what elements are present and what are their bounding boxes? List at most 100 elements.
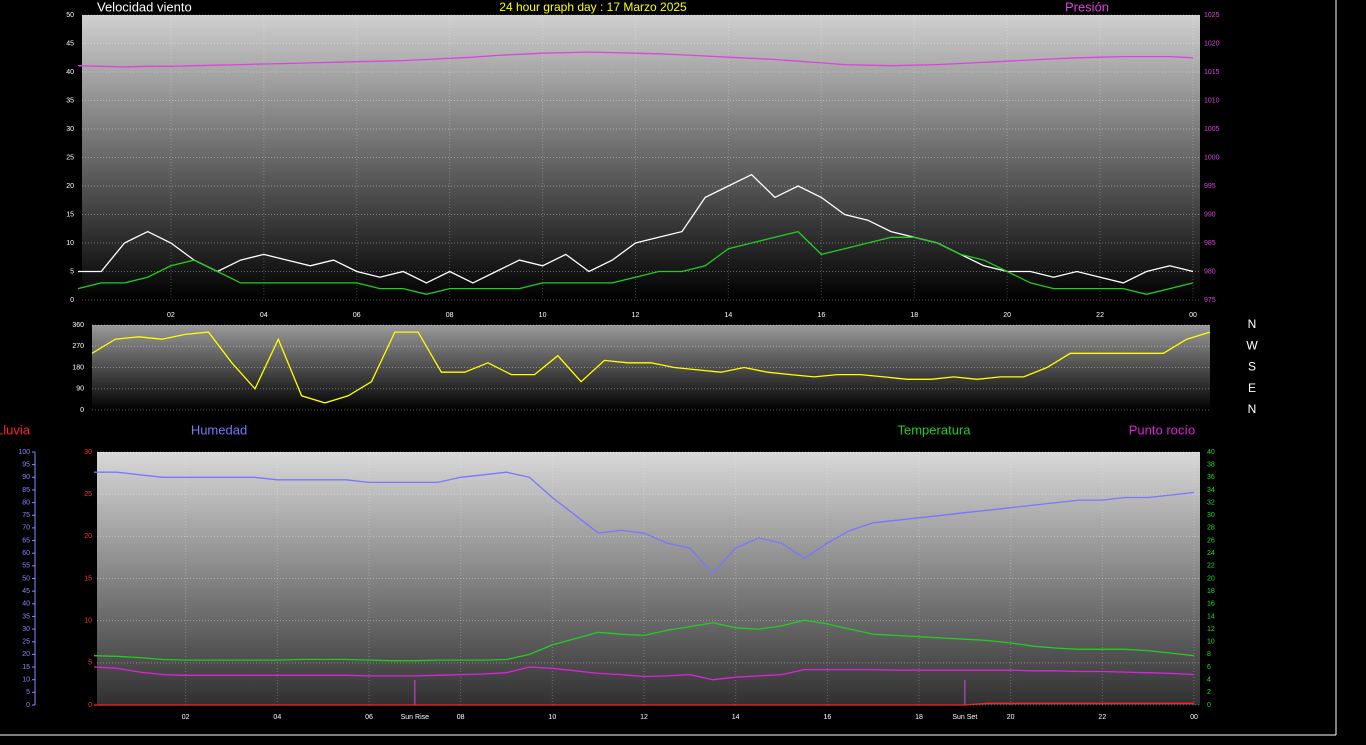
y2-tick-label: 1005 xyxy=(1204,126,1220,133)
y2-tick-label: 0 xyxy=(1207,702,1211,709)
legend-label: Humedad xyxy=(191,422,247,437)
y2-tick-label: 12 xyxy=(1207,626,1215,633)
y3-tick-label: 15 xyxy=(22,664,30,671)
series-line xyxy=(77,51,1194,68)
y2-tick-label: 1015 xyxy=(1204,69,1220,76)
y2-tick-label: 40 xyxy=(1207,449,1215,456)
y3-tick-label: 60 xyxy=(22,550,30,557)
x-tick-label: 00 xyxy=(1190,714,1198,721)
legend-label: Temperatura xyxy=(898,422,972,437)
y-tick-label: 15 xyxy=(84,575,92,582)
x-tick-label: 06 xyxy=(365,714,373,721)
y-tick-label: 35 xyxy=(66,97,74,104)
y2-tick-label: 2 xyxy=(1207,689,1211,696)
y-tick-label: 30 xyxy=(66,126,74,133)
legend-label: Punto rocío xyxy=(1129,422,1196,437)
y-tick-label: 25 xyxy=(84,491,92,498)
y2-tick-label: 24 xyxy=(1207,550,1215,557)
y3-tick-label: 0 xyxy=(26,702,30,709)
y3-tick-label: 90 xyxy=(22,474,30,481)
y-tick-label: 5 xyxy=(88,660,92,667)
series-line xyxy=(93,666,1195,681)
x-tick-label: 22 xyxy=(1096,312,1104,319)
y2-tick-label: 32 xyxy=(1207,499,1215,506)
y2-tick-label: 1025 xyxy=(1204,12,1220,19)
x-tick-label: 08 xyxy=(457,714,465,721)
x-tick-label: 20 xyxy=(1007,714,1015,721)
y-tick-label: 10 xyxy=(66,240,74,247)
x-tick-label: 18 xyxy=(915,714,923,721)
y3-tick-label: 5 xyxy=(26,689,30,696)
y2-tick-label: 20 xyxy=(1207,575,1215,582)
y3-tick-label: 100 xyxy=(18,449,30,456)
y2-tick-label: E xyxy=(1248,381,1256,395)
y2-tick-label: 985 xyxy=(1204,240,1216,247)
y-tick-label: 20 xyxy=(66,183,74,190)
x-tick-label: 06 xyxy=(353,312,361,319)
y2-tick-label: 6 xyxy=(1207,664,1211,671)
y2-tick-label: N xyxy=(1248,402,1257,416)
y3-tick-label: 70 xyxy=(22,525,30,532)
y2-tick-label: 18 xyxy=(1207,588,1215,595)
y3-tick-label: 55 xyxy=(22,563,30,570)
y-tick-label: 50 xyxy=(66,12,74,19)
series-line xyxy=(91,331,1211,404)
y2-tick-label: 1000 xyxy=(1204,154,1220,161)
y-tick-label: 180 xyxy=(72,364,84,371)
x-tick-label: 02 xyxy=(167,312,175,319)
y2-tick-label: 26 xyxy=(1207,537,1215,544)
y-tick-label: 0 xyxy=(70,297,74,304)
y2-tick-label: 995 xyxy=(1204,183,1216,190)
y2-tick-label: 38 xyxy=(1207,461,1215,468)
y3-tick-label: 35 xyxy=(22,613,30,620)
legend-label: Presión xyxy=(1065,0,1109,14)
y-tick-label: 15 xyxy=(66,211,74,218)
annotation-label: Sun Set xyxy=(952,714,977,721)
y3-tick-label: 80 xyxy=(22,499,30,506)
x-tick-label: 02 xyxy=(182,714,190,721)
x-tick-label: 10 xyxy=(548,714,556,721)
y3-tick-label: 20 xyxy=(22,651,30,658)
y-tick-label: 10 xyxy=(84,618,92,625)
y2-tick-label: 1020 xyxy=(1204,40,1220,47)
plot-area xyxy=(97,452,1200,705)
series-line xyxy=(93,619,1195,662)
y2-tick-label: N xyxy=(1248,317,1257,331)
x-tick-label: 10 xyxy=(539,312,547,319)
annotation-label: Sun Rise xyxy=(401,714,430,721)
y2-tick-label: 28 xyxy=(1207,525,1215,532)
x-tick-label: 12 xyxy=(632,312,640,319)
y2-tick-label: 980 xyxy=(1204,268,1216,275)
x-tick-label: 16 xyxy=(817,312,825,319)
series-line xyxy=(94,702,1194,706)
y2-tick-label: 34 xyxy=(1207,487,1215,494)
y-tick-label: 40 xyxy=(66,69,74,76)
x-tick-label: 04 xyxy=(260,312,268,319)
y-tick-label: 270 xyxy=(72,343,84,350)
y2-tick-label: 975 xyxy=(1204,297,1216,304)
y3-tick-label: 75 xyxy=(22,512,30,519)
y-tick-label: 0 xyxy=(88,702,92,709)
series-line xyxy=(77,230,1194,295)
x-tick-label: 14 xyxy=(732,714,740,721)
y-tick-label: 30 xyxy=(84,449,92,456)
legend-label: Velocidad viento xyxy=(97,0,192,14)
y3-tick-label: 25 xyxy=(22,639,30,646)
y2-tick-label: 14 xyxy=(1207,613,1215,620)
y3-tick-label: 65 xyxy=(22,537,30,544)
y2-tick-label: 4 xyxy=(1207,677,1211,684)
legend-label: Lluvia xyxy=(0,422,31,437)
y-tick-label: 360 xyxy=(72,322,84,329)
y-tick-label: 25 xyxy=(66,154,74,161)
y2-tick-label: W xyxy=(1246,338,1258,352)
y2-tick-label: 36 xyxy=(1207,474,1215,481)
y3-tick-label: 30 xyxy=(22,626,30,633)
x-tick-label: 16 xyxy=(823,714,831,721)
x-tick-label: 00 xyxy=(1189,312,1197,319)
y3-tick-label: 85 xyxy=(22,487,30,494)
x-tick-label: 04 xyxy=(273,714,281,721)
y2-tick-label: 10 xyxy=(1207,639,1215,646)
x-tick-label: 14 xyxy=(725,312,733,319)
